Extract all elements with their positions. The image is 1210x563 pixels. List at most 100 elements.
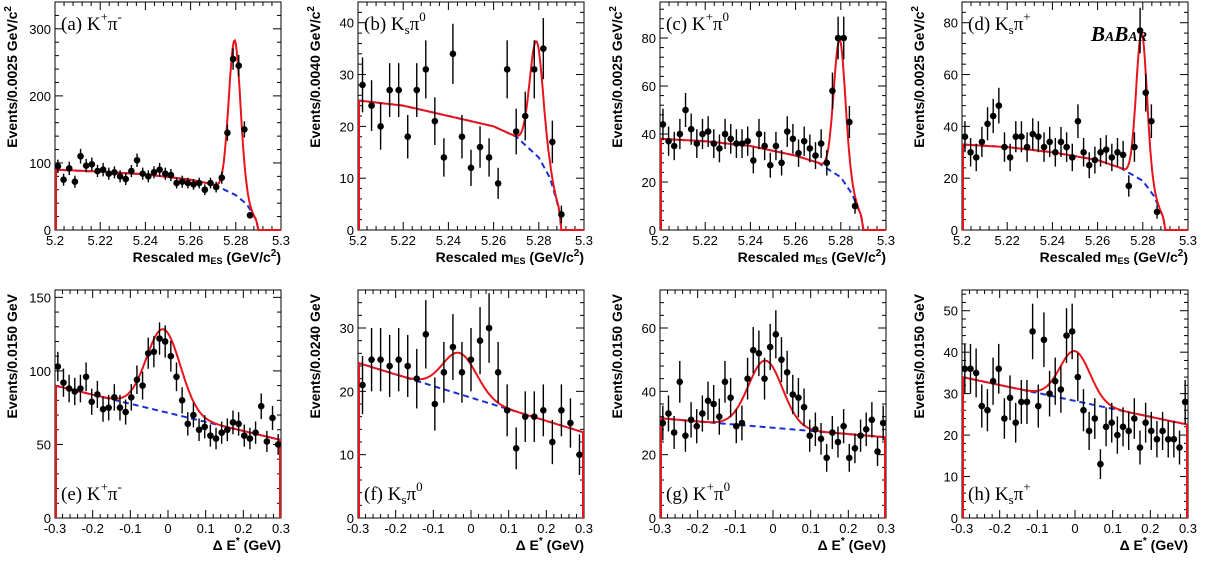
x-tick-label: -0.3 (44, 521, 66, 536)
data-point (503, 66, 511, 73)
data-point (218, 429, 225, 436)
data-point (1119, 151, 1127, 159)
y-tick-label: 40 (944, 119, 958, 134)
data-point (1074, 117, 1082, 125)
data-point (99, 405, 107, 413)
data-point (783, 128, 791, 135)
data-point (549, 138, 556, 146)
data-point (521, 413, 529, 420)
data-point (995, 365, 1003, 373)
data-point (269, 414, 276, 422)
data-point (116, 173, 124, 180)
x-tick-label: 0.1 (802, 521, 820, 536)
x-tick-label: 5.3 (272, 233, 290, 248)
data-point (846, 118, 853, 126)
x-tick-label: 5.28 (526, 233, 551, 248)
y-tick-label: 80 (944, 16, 958, 31)
data-point (549, 438, 556, 446)
y-axis-title: Events/0.0025 GeV/c2 (3, 6, 20, 148)
data-point (1080, 148, 1087, 156)
data-point (139, 170, 146, 177)
data-point (133, 376, 141, 384)
data-point (851, 445, 859, 452)
data-point (693, 140, 701, 147)
data-point (458, 369, 466, 376)
data-point (772, 142, 780, 150)
data-point (1012, 419, 1019, 426)
y-tick-label: 20 (944, 428, 958, 443)
data-point (693, 422, 701, 430)
x-tick-label: 5.3 (575, 233, 593, 248)
data-point (778, 356, 785, 363)
y-tick-label: 60 (944, 68, 958, 83)
data-point (1012, 133, 1020, 141)
data-point (659, 419, 667, 427)
panel-label: (d) Ksπ+ (968, 9, 1031, 37)
data-point (395, 356, 402, 363)
panel-label: (a) K+π- (61, 9, 122, 35)
data-point (806, 145, 814, 152)
data-point (851, 202, 859, 210)
data-point (687, 416, 695, 424)
data-point (733, 140, 740, 147)
data-point (755, 350, 763, 357)
data-point (862, 426, 870, 433)
data-point (540, 45, 547, 52)
y-tick-label: 0 (44, 511, 51, 526)
data-point (845, 454, 853, 462)
data-point (1046, 390, 1053, 397)
data-point (1006, 154, 1014, 161)
data-point (795, 394, 802, 401)
data-point (704, 128, 712, 135)
data-point (467, 356, 475, 363)
x-tick-label: 5.22 (391, 233, 416, 248)
data-point (812, 426, 819, 433)
x-tick-label: 5.3 (1179, 233, 1197, 248)
data-point (240, 432, 248, 439)
data-point (795, 149, 802, 157)
data-point (984, 120, 991, 128)
data-point (413, 375, 421, 382)
data-point (1119, 423, 1127, 431)
x-tick-label: -0.3 (649, 521, 671, 536)
data-point (145, 173, 152, 180)
data-point (229, 55, 237, 63)
data-point (995, 102, 1003, 109)
data-point (989, 112, 997, 120)
x-axis-title: Rescaled mES (GeV/c2) (738, 248, 886, 266)
x-tick-label: 0 (769, 521, 776, 536)
data-point (1091, 156, 1099, 164)
data-point (1142, 419, 1149, 426)
data-point (716, 145, 723, 152)
x-tick-label: 0.3 (272, 521, 290, 536)
x-tick-label: 0.2 (537, 521, 555, 536)
y-axis-title: Events/0.0040 GeV/c2 (306, 6, 323, 148)
data-point (1181, 398, 1189, 406)
x-tick-label: 5.24 (1040, 233, 1065, 248)
data-point (840, 422, 847, 430)
data-point (1131, 415, 1138, 422)
data-point (1102, 423, 1110, 431)
data-point (503, 407, 511, 414)
data-point (167, 171, 175, 179)
y-tick-label: 60 (642, 321, 656, 336)
y-tick-label: 100 (29, 156, 51, 171)
data-point (122, 175, 130, 183)
y-tick-label: 20 (340, 119, 354, 134)
data-point (1114, 148, 1121, 156)
data-point (77, 152, 84, 160)
x-axis-title: Rescaled mES (GeV/c2) (436, 248, 584, 266)
y-tick-label: 10 (944, 470, 958, 485)
data-point (1147, 427, 1155, 435)
data-point (567, 419, 574, 427)
data-point (94, 167, 101, 175)
y-tick-label: 20 (642, 175, 656, 190)
data-point (190, 411, 197, 419)
data-point (670, 429, 678, 436)
data-point (978, 402, 986, 410)
data-point (1091, 415, 1099, 422)
data-point (558, 407, 565, 414)
data-point (201, 186, 209, 194)
x-tick-label: 5.2 (46, 233, 64, 248)
x-tick-label: 5.26 (481, 233, 506, 248)
